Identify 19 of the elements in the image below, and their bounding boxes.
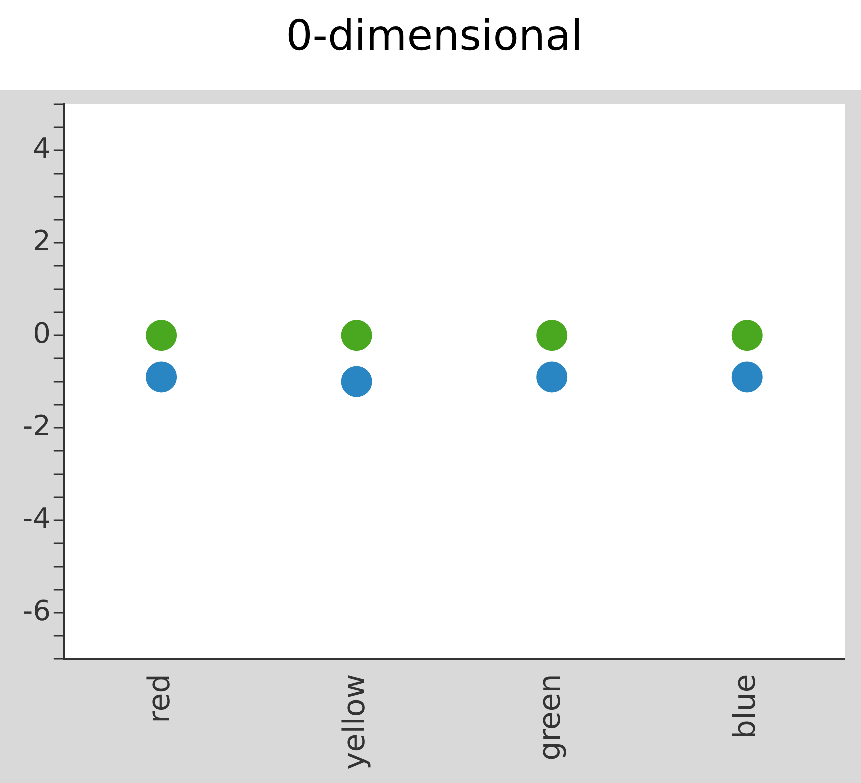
point (732, 362, 763, 393)
point (341, 320, 372, 352)
point (341, 366, 372, 398)
x-tick-label: yellow (338, 674, 373, 770)
chart-title: 0-dimensional (286, 11, 583, 60)
point (536, 320, 568, 352)
x-tick-label: green (532, 674, 568, 761)
y-tick-label: 0 (33, 316, 51, 350)
x-tick-label: blue (728, 674, 764, 740)
y-tick-label: -2 (22, 409, 51, 442)
point (732, 320, 763, 352)
point (146, 320, 178, 352)
y-tick-label: 2 (33, 224, 51, 258)
point (536, 362, 568, 393)
y-tick-label: -6 (22, 594, 51, 628)
y-tick-label: -4 (22, 502, 51, 535)
y-tick-label: 4 (33, 132, 51, 165)
point (146, 362, 178, 393)
x-tick-label: red (142, 674, 178, 724)
